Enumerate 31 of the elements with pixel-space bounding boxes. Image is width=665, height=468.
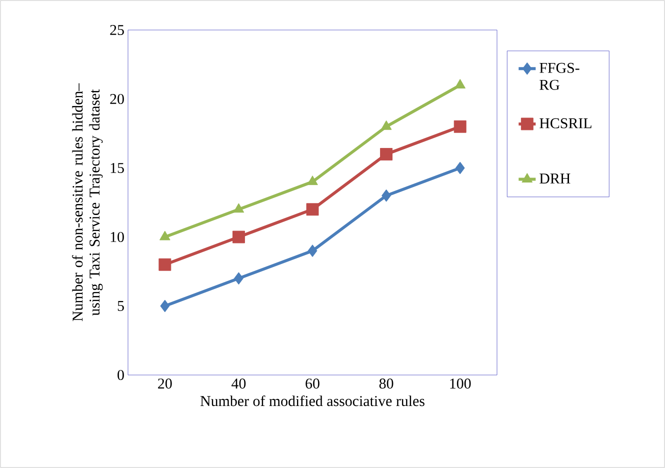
point <box>307 176 318 186</box>
x-axis-title: Number of modified associative rules <box>200 395 424 406</box>
point <box>455 162 465 174</box>
x-tick-label: 20 <box>158 378 172 389</box>
x-tick-label: 40 <box>232 378 246 389</box>
point <box>454 120 466 133</box>
legend-label: FFGS-RG <box>540 62 580 90</box>
y-tick-label: 20 <box>110 94 124 104</box>
point <box>232 230 245 244</box>
y-tick-label: 25 <box>110 24 124 36</box>
point <box>454 78 466 88</box>
y-tick-label: 10 <box>110 232 124 242</box>
legend-label: HCSRIL <box>540 118 592 128</box>
point <box>234 272 244 285</box>
x-tick-label: 80 <box>379 378 394 389</box>
point <box>160 300 170 312</box>
legend-label: DRH <box>540 174 570 184</box>
y-axis-title: Number of non-sensitive rules hidden– using Taxi Service Trajectory dataset <box>72 83 103 322</box>
x-tick-label: 100 <box>450 378 471 389</box>
point <box>382 189 392 202</box>
point <box>233 203 244 213</box>
point <box>308 244 318 258</box>
point <box>158 258 172 271</box>
point <box>380 120 392 130</box>
y-tick-label: 0 <box>118 370 124 380</box>
point <box>159 230 170 240</box>
y-tick-label: 15 <box>110 163 124 173</box>
point <box>380 148 393 160</box>
x-tick-label: 60 <box>306 378 320 389</box>
point <box>306 203 319 216</box>
y-tick-label: 5 <box>118 301 124 311</box>
